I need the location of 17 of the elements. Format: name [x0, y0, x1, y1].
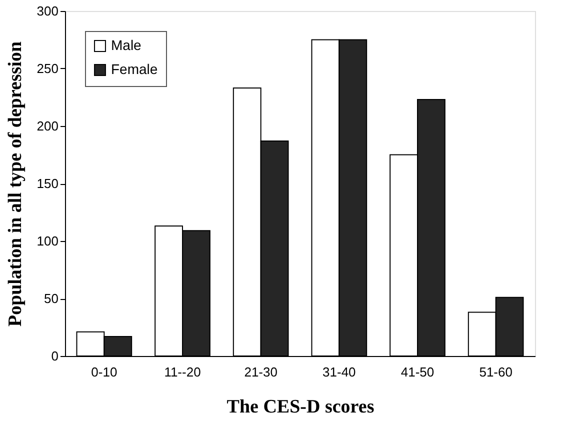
y-tick-label: 0 [51, 348, 58, 364]
legend-label: Female [111, 61, 158, 77]
x-tick-label: 31-40 [322, 364, 356, 380]
y-axis-title: Population in all type of depression [4, 40, 26, 327]
x-tick-label: 0-10 [91, 364, 118, 380]
x-tick-label: 51-60 [479, 364, 512, 380]
y-tick-label: 300 [36, 4, 58, 18]
x-tick-label: 41-50 [400, 364, 434, 380]
x-tick-label: 11--20 [164, 364, 201, 380]
x-axis-title: The CES-D scores [226, 396, 374, 418]
legend-label: Male [111, 37, 142, 53]
y-tick-label: 250 [36, 61, 58, 76]
y-tick-label: 50 [44, 291, 58, 306]
y-tick-label: 150 [36, 176, 58, 191]
x-tick-label: 21-30 [244, 364, 278, 380]
y-tick-label: 200 [36, 118, 58, 134]
y-tick-label: 100 [36, 234, 58, 248]
